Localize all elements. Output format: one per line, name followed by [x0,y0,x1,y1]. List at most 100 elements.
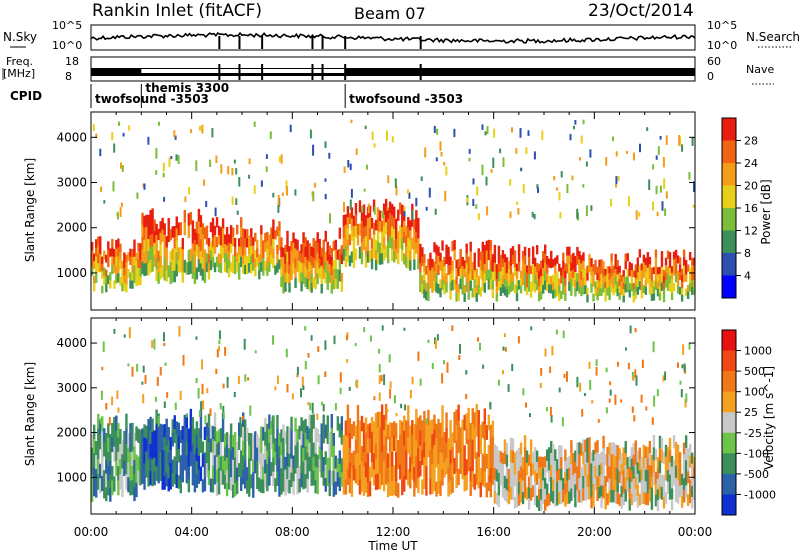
echo-cell [628,477,631,489]
echo-scatter [527,130,530,136]
echo-cell [423,473,426,489]
echo-scatter [120,162,122,169]
echo-cell [654,257,658,266]
echo-cell [320,423,323,438]
echo-cell [610,261,613,270]
echo-cell [121,260,124,269]
echo-scatter [640,394,643,403]
echo-scatter [563,374,566,378]
nave-dot [334,73,336,74]
echo-cell [276,226,279,237]
echo-cell [219,263,223,274]
echo-cell [169,450,172,464]
echo-cell [483,254,487,265]
echo-cell [606,458,609,471]
echo-cell [654,494,658,507]
echo-cell [475,452,478,469]
echo-cell [562,277,565,287]
echo-cell [441,421,444,438]
echo-cell [239,477,243,492]
echo-cell [620,474,623,487]
echo-cell [111,264,114,275]
echo-cell [411,420,414,436]
echo-cell [586,272,589,281]
echo-cell [503,475,507,489]
echo-cell [447,246,450,257]
echo-cell [147,419,150,433]
echo-cell [652,267,656,275]
echo-scatter [617,361,619,367]
echo-cell [272,248,275,259]
echo-cell [368,437,372,453]
echo-scatter [271,416,274,428]
echo-cell [338,450,342,465]
echo-cell [173,456,176,471]
echo-cell [614,276,617,285]
echo-cell [282,247,285,258]
echo-cell [544,280,547,290]
echo-cell [252,245,255,255]
echo-cell [602,284,605,293]
colorbar-tick-label: 1000 [744,345,772,358]
echo-cell [616,274,619,282]
echo-cell [322,259,325,270]
echo-cell [471,439,474,456]
echo-cell [117,466,120,481]
echo-cell [163,476,166,490]
echo-cell [125,284,128,293]
echo-cell [463,460,466,477]
echo-scatter [558,191,561,201]
echo-cell [223,262,227,272]
echo-cell [544,467,547,479]
echo-cell [256,474,259,490]
echo-scatter [655,155,658,160]
echo-cell [479,467,482,483]
echo-cell [654,483,658,495]
echo-cell [650,293,654,301]
echo-cell [674,273,678,283]
echo-scatter [444,190,447,202]
echo-cell [572,452,575,465]
nave-dot [255,73,257,74]
echo-cell [338,270,342,282]
echo-cell [473,279,476,289]
echo-cell [668,437,672,451]
nave-dot [210,73,212,74]
echo-cell [586,487,589,500]
echo-scatter [680,389,683,398]
echo-scatter [370,335,372,342]
echo-scatter [166,392,169,398]
echo-cell [590,258,593,268]
echo-cell [384,436,388,453]
echo-scatter [459,343,461,354]
echo-cell [131,451,134,467]
echo-scatter [566,371,568,382]
echo-cell [260,252,263,263]
echo-cell [350,251,354,263]
echo-scatter [688,342,691,350]
echo-cell [684,435,688,449]
echo-cell [624,489,627,502]
echo-cell [195,267,199,280]
echo-cell [374,259,378,271]
echo-cell [203,260,207,273]
echo-cell [497,254,501,264]
echo-cell [304,446,307,461]
echo-scatter [143,183,146,190]
echo-cell [598,281,601,289]
echo-scatter [420,176,423,182]
echo-cell [523,246,527,256]
echo-cell [129,248,132,258]
echo-cell [493,244,497,255]
echo-cell [648,286,652,295]
echo-cell [227,461,231,476]
echo-cell [401,227,404,239]
echo-cell [193,466,197,480]
colorbar-swatch [722,473,736,495]
echo-scatter [479,342,481,351]
echo-cell [105,284,108,293]
echo-cell [684,288,688,297]
echo-scatter [403,205,406,214]
echo-cell [393,465,396,481]
echo-cell [433,261,436,272]
